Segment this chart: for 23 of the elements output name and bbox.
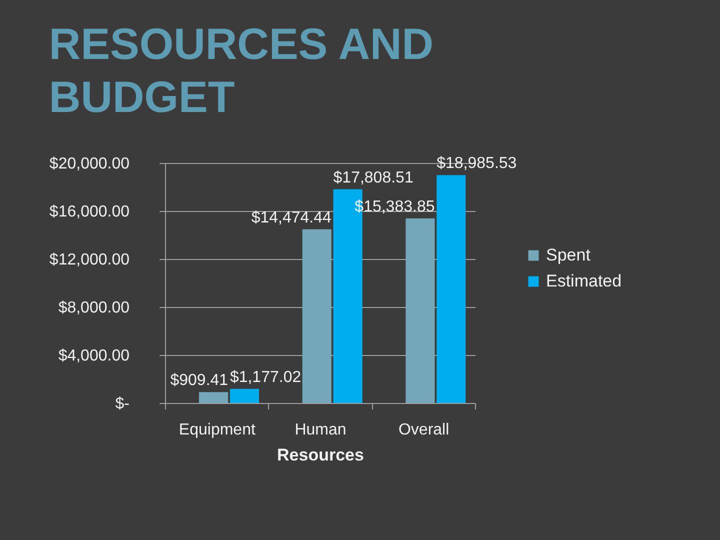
y-tick-label: $12,000.00 [49,252,130,268]
data-label: $909.41 [170,372,228,390]
chart-title: RESOURCES AND BUDGET [48,20,434,122]
bar [436,175,466,403]
bar [406,218,435,403]
y-tick-label: $- [115,396,130,412]
y-tick-label: $4,000.00 [58,348,130,364]
y-tick-label: $20,000.00 [49,156,130,172]
legend-label: Estimated [546,272,622,290]
y-tick-label: $16,000.00 [49,204,130,220]
legend-label: Spent [546,246,591,264]
x-tick-label: Human [294,422,346,438]
bar [199,392,228,403]
x-tick-label: Equipment [178,422,256,438]
y-tick-label: $8,000.00 [58,300,130,316]
data-label: $17,808.51 [333,169,414,186]
data-label: $14,474.44 [251,209,332,226]
x-axis-title: Resources [277,446,364,464]
data-label: $18,985.53 [436,155,517,172]
bar [302,229,332,403]
x-tick-label: Overall [398,422,450,438]
bar [230,388,260,403]
data-label: $1,177.02 [230,368,302,386]
